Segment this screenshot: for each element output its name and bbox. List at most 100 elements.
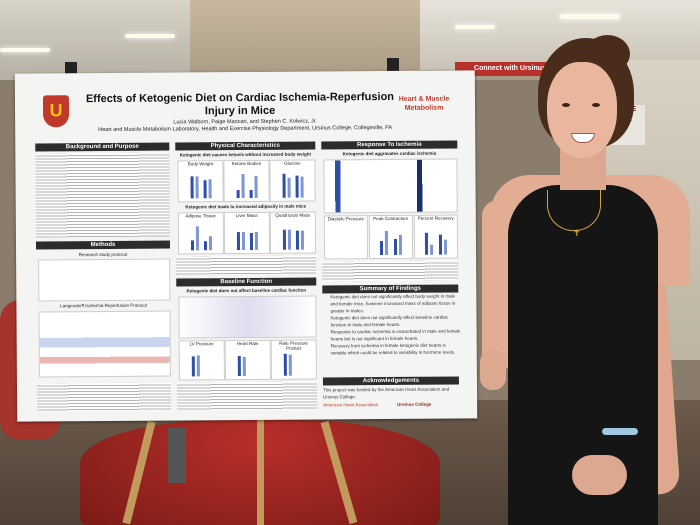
acknowledgement-text: This project was funded by the American … (322, 386, 450, 400)
response-caption (322, 260, 459, 282)
chart-label: Liver Mass (235, 212, 258, 219)
baseline-subtitle: Ketogenic diet does not affect baseline … (186, 287, 307, 294)
langendorff-diagram (38, 310, 171, 378)
chart-label: Body Weight (187, 161, 214, 167)
chart-label: Percent Recovery (417, 215, 454, 221)
baseline-caption (176, 381, 318, 411)
bar (190, 240, 195, 251)
chart-percent-recovery: Percent Recovery (413, 214, 459, 259)
chart-lv-pressure: LV Pressure (178, 340, 225, 381)
bar (249, 232, 254, 250)
bar (384, 231, 389, 256)
response-subtitle: Ketogenic diet aggravates cardiac ischem… (342, 150, 437, 157)
stanchion-post (168, 428, 186, 483)
bar (196, 355, 200, 377)
bar (254, 231, 259, 250)
chart-heart-rate: Heart Rate (224, 339, 271, 381)
chart-label: Heart Rate (236, 340, 259, 347)
bar (203, 180, 207, 199)
eye (562, 103, 570, 107)
bracelet (602, 428, 638, 435)
section-methods: Methods (35, 240, 171, 250)
bar (195, 176, 199, 199)
person-hand-left (480, 350, 506, 390)
research-poster: U Heart & Muscle Metabolism Effects of K… (14, 70, 478, 422)
binder-clip (387, 58, 399, 74)
chart-body-weight: Body Weight (177, 160, 224, 203)
bar (283, 353, 287, 376)
ursinus-logo: U (42, 95, 70, 128)
bar (208, 236, 213, 251)
bar (443, 239, 448, 255)
bar (438, 234, 443, 255)
chart-quadriceps: Quadriceps Mass (269, 211, 317, 254)
bar (236, 190, 240, 199)
chart-diastolic-pressure: Diastolic Pressure (323, 215, 369, 260)
bar (195, 226, 200, 251)
chart-ketone-bodies: Ketone Bodies (223, 159, 270, 203)
person-hand-right (572, 455, 627, 495)
bar (393, 238, 398, 255)
chart-label: Rate Pressure Product (279, 340, 309, 351)
chart-peak-contracture: Peak Contracture (368, 214, 414, 260)
person-face (547, 62, 617, 158)
bar (287, 177, 291, 198)
summary-bullet: Response to cardiac ischemia is exacerba… (331, 328, 461, 343)
window-left (0, 0, 190, 80)
summary-bullet: Recovery from ischemia in female ketogen… (331, 342, 461, 357)
section-physical: Physical Characteristics (175, 141, 316, 151)
bar (191, 356, 195, 377)
bar (241, 174, 245, 199)
bar (203, 241, 208, 251)
section-acknowledgements: Acknowledgements (322, 376, 459, 386)
bar (237, 356, 241, 377)
bar (249, 189, 253, 198)
ischemia-tracing (323, 158, 458, 214)
methods-langendorff: Langendorff Ischemia-Reperfusion Protoco… (60, 302, 147, 309)
chart-label: Glucose (284, 160, 301, 166)
bar (295, 175, 299, 198)
chart-label: Adipose Tissue (185, 213, 217, 219)
heart-muscle-logo: Heart & Muscle Metabolism (398, 95, 450, 112)
protocol-diagram (38, 258, 171, 302)
pressure-tracing (178, 295, 317, 339)
physical-subtitle-a: Ketogenic diet causes ketosis without in… (179, 151, 312, 158)
bar (300, 176, 304, 198)
bar (300, 230, 305, 250)
pendant-icon: ✝ (573, 228, 581, 238)
ursinus-college-logo: Ursinus College (397, 401, 432, 407)
bar (379, 241, 384, 256)
ceiling-light (0, 48, 50, 52)
ceiling-light (455, 25, 495, 29)
bar (429, 244, 434, 255)
bar (190, 176, 194, 199)
summary-bullet: Ketogenic diet does not significantly af… (330, 293, 460, 315)
affiliation: Heart and Muscle Metabolism Laboratory, … (98, 124, 393, 134)
bar (254, 175, 258, 198)
bar (424, 232, 429, 255)
bar (288, 354, 292, 376)
easel-leg (257, 420, 264, 525)
bar (208, 179, 212, 199)
bar (398, 234, 403, 255)
aha-logo: American Heart Association (323, 402, 379, 408)
methods-caption (36, 382, 172, 412)
poster-authors: Lucia Walborn, Paige Mancari, and Stephe… (95, 118, 395, 134)
bar (236, 232, 241, 251)
bar (241, 232, 246, 251)
summary-bullet: Ketogenic diet does not significantly af… (330, 314, 460, 329)
bar (287, 229, 292, 250)
bar (282, 229, 287, 250)
section-response: Response To Ischemia (321, 140, 458, 150)
connect-sign: Connect with Ursinus (455, 62, 565, 76)
section-background: Background and Purpose (35, 142, 170, 152)
chart-label: Peak Contracture (373, 215, 409, 222)
chart-label: Diastolic Pressure (327, 216, 364, 222)
bar (282, 173, 286, 198)
ceiling-light (560, 14, 620, 19)
eye (592, 103, 600, 107)
chart-label: LV Pressure (189, 341, 214, 347)
summary-list: Ketogenic diet does not significantly af… (322, 293, 461, 374)
chart-rate-pressure: Rate Pressure Product (270, 339, 317, 380)
